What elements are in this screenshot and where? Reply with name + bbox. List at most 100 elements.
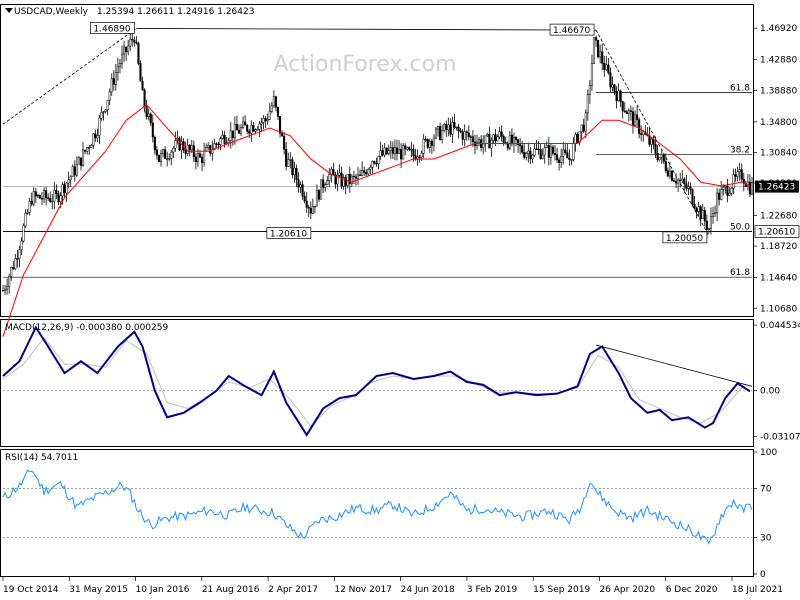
candle-body — [174, 140, 177, 149]
candle-body — [239, 127, 243, 134]
candle-body — [307, 206, 310, 209]
candle — [285, 142, 288, 171]
candle — [545, 141, 548, 149]
candle-body — [125, 46, 128, 52]
candle-body — [672, 180, 676, 182]
candle-body — [617, 90, 620, 102]
candle-body — [219, 138, 222, 145]
candle-body — [88, 147, 91, 149]
candle-body — [196, 153, 199, 162]
candle-body — [246, 124, 249, 132]
current-price-tag-label: 1.26423 — [758, 183, 795, 193]
macd-trendline — [595, 344, 753, 387]
candle-body — [1, 290, 5, 292]
candle-body — [317, 190, 321, 200]
candle-body — [478, 139, 481, 143]
candle — [465, 130, 468, 141]
candle — [609, 67, 612, 93]
candle-body — [609, 72, 612, 88]
candle-body — [315, 190, 319, 207]
candle-body — [71, 166, 74, 177]
candle-body — [67, 179, 70, 184]
candle — [426, 138, 429, 150]
candle — [408, 146, 411, 151]
candle — [549, 143, 552, 165]
candle-body — [601, 51, 604, 64]
candle-body — [205, 147, 208, 152]
candle — [404, 143, 407, 156]
x-axis-label-10: 6 Dec 2020 — [666, 585, 718, 595]
candle-body — [324, 184, 327, 188]
candle — [194, 153, 197, 170]
candle-body — [12, 267, 15, 269]
candle-body — [492, 134, 495, 141]
candle-body — [266, 119, 269, 122]
candle-body — [434, 128, 438, 139]
candle — [268, 103, 271, 121]
candle — [133, 36, 136, 47]
candle-body — [168, 158, 171, 160]
candle-body — [92, 133, 95, 146]
candle-body — [685, 183, 688, 189]
candle — [32, 187, 35, 207]
candle — [533, 144, 536, 157]
candle — [281, 130, 284, 137]
candle-body — [693, 203, 696, 209]
candle — [24, 209, 27, 229]
candle-body — [229, 130, 232, 141]
candle — [266, 113, 269, 125]
candle — [77, 156, 80, 165]
candle — [627, 108, 630, 122]
candle — [459, 127, 462, 134]
candle-body — [510, 134, 513, 145]
candle-body — [281, 133, 284, 137]
candle — [541, 148, 544, 160]
candle-body — [385, 147, 388, 155]
candle-body — [180, 141, 183, 151]
candle-body — [400, 148, 403, 160]
annotation-box — [266, 227, 312, 239]
candle — [457, 123, 460, 139]
candle — [613, 84, 616, 96]
candle-body — [184, 149, 187, 154]
candle-body — [551, 146, 555, 154]
candle — [356, 167, 360, 186]
x-axis-label-0: 19 Oct 2014 — [3, 585, 59, 595]
candle — [498, 127, 501, 140]
candle-body — [369, 167, 372, 170]
candle-body — [660, 154, 663, 158]
candle — [313, 205, 316, 214]
annotation-label: 1.20610 — [270, 230, 307, 240]
candle — [428, 138, 431, 153]
candle — [219, 136, 222, 150]
price-axis-label-8: 1.14640 — [760, 274, 797, 284]
candle-body — [453, 122, 456, 128]
candle — [514, 136, 518, 147]
candle — [486, 132, 489, 138]
candle — [517, 139, 520, 153]
candle — [125, 46, 128, 61]
candle — [496, 134, 499, 142]
fib-label-2: 50.0 — [730, 223, 750, 233]
candle-body — [350, 175, 353, 184]
candle — [709, 207, 713, 235]
candle — [377, 155, 380, 170]
candle-body — [348, 173, 351, 184]
candle — [338, 164, 341, 178]
annotation-box — [90, 22, 135, 34]
candle — [155, 146, 158, 160]
candle-body — [517, 139, 520, 145]
fib-label-1: 38.2 — [730, 146, 750, 156]
candle-body — [519, 144, 522, 147]
candle-body — [209, 144, 212, 154]
candle — [580, 124, 583, 140]
candle — [104, 109, 107, 114]
candle-body — [26, 212, 29, 214]
candle — [311, 198, 314, 215]
candle-body — [120, 53, 124, 64]
candle-body — [539, 148, 542, 159]
candle-body — [293, 167, 296, 175]
candle-body — [537, 148, 540, 151]
candle-body — [588, 85, 591, 95]
candle — [270, 101, 273, 114]
